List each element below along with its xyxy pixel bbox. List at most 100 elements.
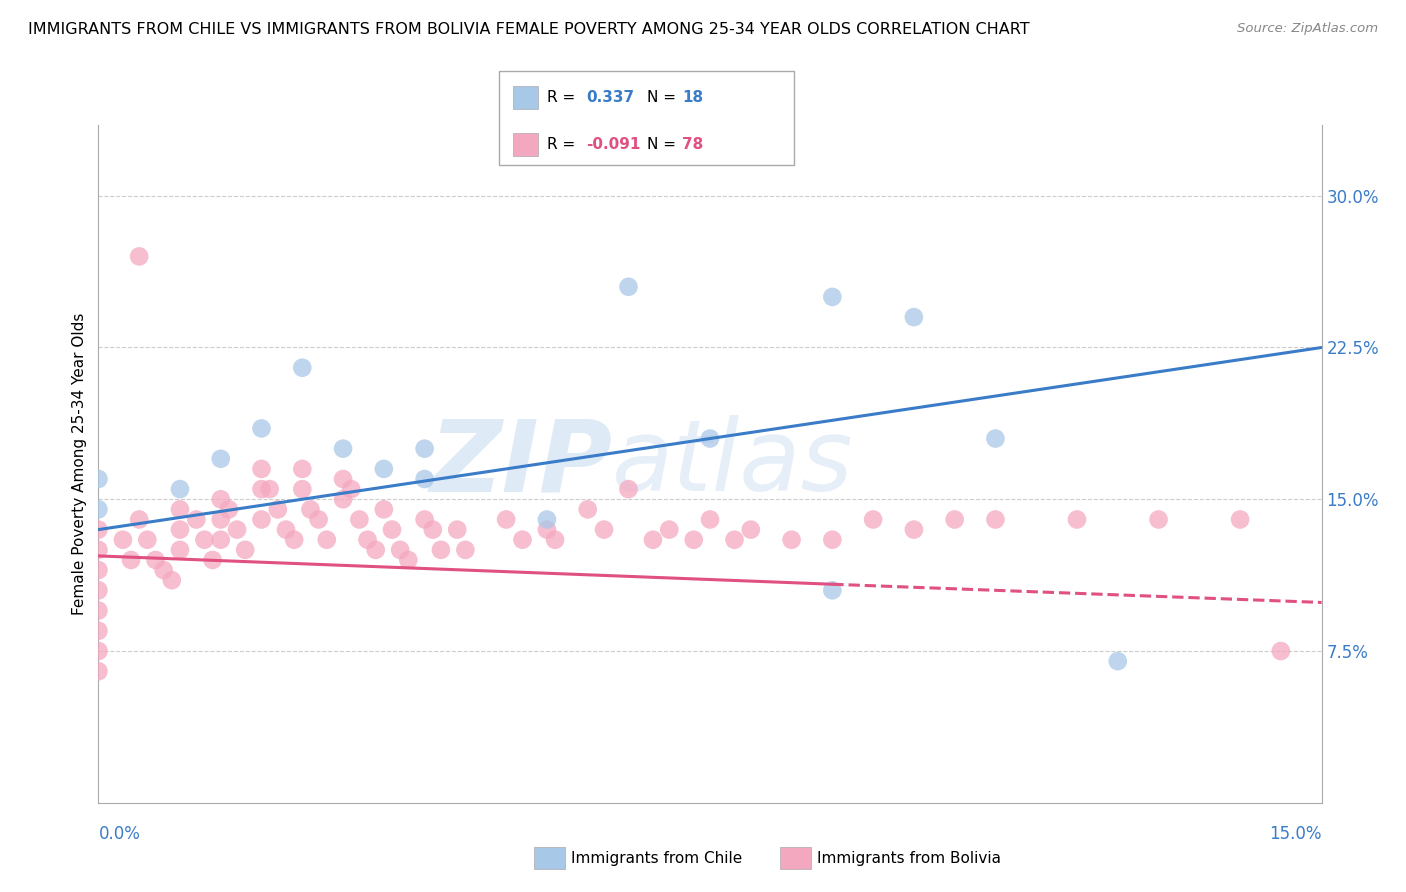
Point [291, 360, 314, 375]
Point [454, 542, 477, 557]
Point [1229, 512, 1251, 526]
Point [218, 502, 240, 516]
Point [1147, 512, 1170, 526]
Point [250, 462, 273, 476]
Point [617, 482, 640, 496]
Text: Immigrants from Chile: Immigrants from Chile [571, 851, 742, 865]
Point [821, 290, 844, 304]
Point [128, 512, 150, 526]
Point [136, 533, 159, 547]
Point [903, 523, 925, 537]
Point [1066, 512, 1088, 526]
Text: atlas: atlas [612, 416, 853, 512]
Point [984, 432, 1007, 446]
Point [193, 533, 215, 547]
Text: N =: N = [647, 90, 681, 105]
Text: 15.0%: 15.0% [1270, 825, 1322, 843]
Point [862, 512, 884, 526]
Point [389, 542, 412, 557]
Point [87, 665, 110, 679]
Point [413, 442, 436, 456]
Point [332, 442, 354, 456]
Point [430, 542, 453, 557]
Point [274, 523, 297, 537]
Point [308, 512, 330, 526]
Point [87, 542, 110, 557]
Point [332, 472, 354, 486]
Point [186, 512, 208, 526]
Point [226, 523, 249, 537]
Point [446, 523, 468, 537]
Point [699, 512, 721, 526]
Point [87, 563, 110, 577]
Text: R =: R = [547, 136, 581, 152]
Point [740, 523, 762, 537]
Point [201, 553, 224, 567]
Point [87, 644, 110, 658]
Text: N =: N = [647, 136, 681, 152]
Point [340, 482, 363, 496]
Text: -0.091: -0.091 [586, 136, 641, 152]
Point [821, 583, 844, 598]
Point [111, 533, 134, 547]
Point [169, 502, 191, 516]
Point [422, 523, 444, 537]
Point [267, 502, 290, 516]
Point [291, 462, 314, 476]
Point [315, 533, 337, 547]
Point [413, 512, 436, 526]
Point [903, 310, 925, 325]
Point [209, 533, 232, 547]
Point [699, 432, 721, 446]
Point [250, 482, 273, 496]
Point [169, 523, 191, 537]
Point [233, 542, 256, 557]
Point [169, 542, 191, 557]
Point [576, 502, 599, 516]
Point [349, 512, 371, 526]
Point [291, 482, 314, 496]
Point [658, 523, 681, 537]
Point [87, 624, 110, 638]
Text: IMMIGRANTS FROM CHILE VS IMMIGRANTS FROM BOLIVIA FEMALE POVERTY AMONG 25-34 YEAR: IMMIGRANTS FROM CHILE VS IMMIGRANTS FROM… [28, 22, 1029, 37]
Point [250, 512, 273, 526]
Point [373, 502, 395, 516]
Point [495, 512, 517, 526]
Point [1270, 644, 1292, 658]
Point [152, 563, 174, 577]
Point [984, 512, 1007, 526]
Text: Immigrants from Bolivia: Immigrants from Bolivia [817, 851, 1001, 865]
Point [356, 533, 378, 547]
Point [160, 573, 183, 587]
Point [87, 583, 110, 598]
Point [145, 553, 167, 567]
Point [512, 533, 534, 547]
Point [250, 421, 273, 435]
Point [259, 482, 281, 496]
Point [87, 603, 110, 617]
Text: Source: ZipAtlas.com: Source: ZipAtlas.com [1237, 22, 1378, 36]
Point [364, 542, 387, 557]
Text: ZIP: ZIP [429, 416, 612, 512]
Point [373, 462, 395, 476]
Point [593, 523, 616, 537]
Point [943, 512, 966, 526]
Text: 0.337: 0.337 [586, 90, 634, 105]
Point [128, 249, 150, 263]
Point [209, 512, 232, 526]
Point [413, 472, 436, 486]
Point [821, 533, 844, 547]
Point [641, 533, 664, 547]
Point [617, 279, 640, 293]
Text: 78: 78 [682, 136, 703, 152]
Point [299, 502, 322, 516]
Point [381, 523, 404, 537]
Point [283, 533, 305, 547]
Point [87, 523, 110, 537]
Point [536, 512, 558, 526]
Point [1107, 654, 1129, 668]
Point [682, 533, 704, 547]
Point [87, 502, 110, 516]
Point [780, 533, 803, 547]
Point [120, 553, 142, 567]
